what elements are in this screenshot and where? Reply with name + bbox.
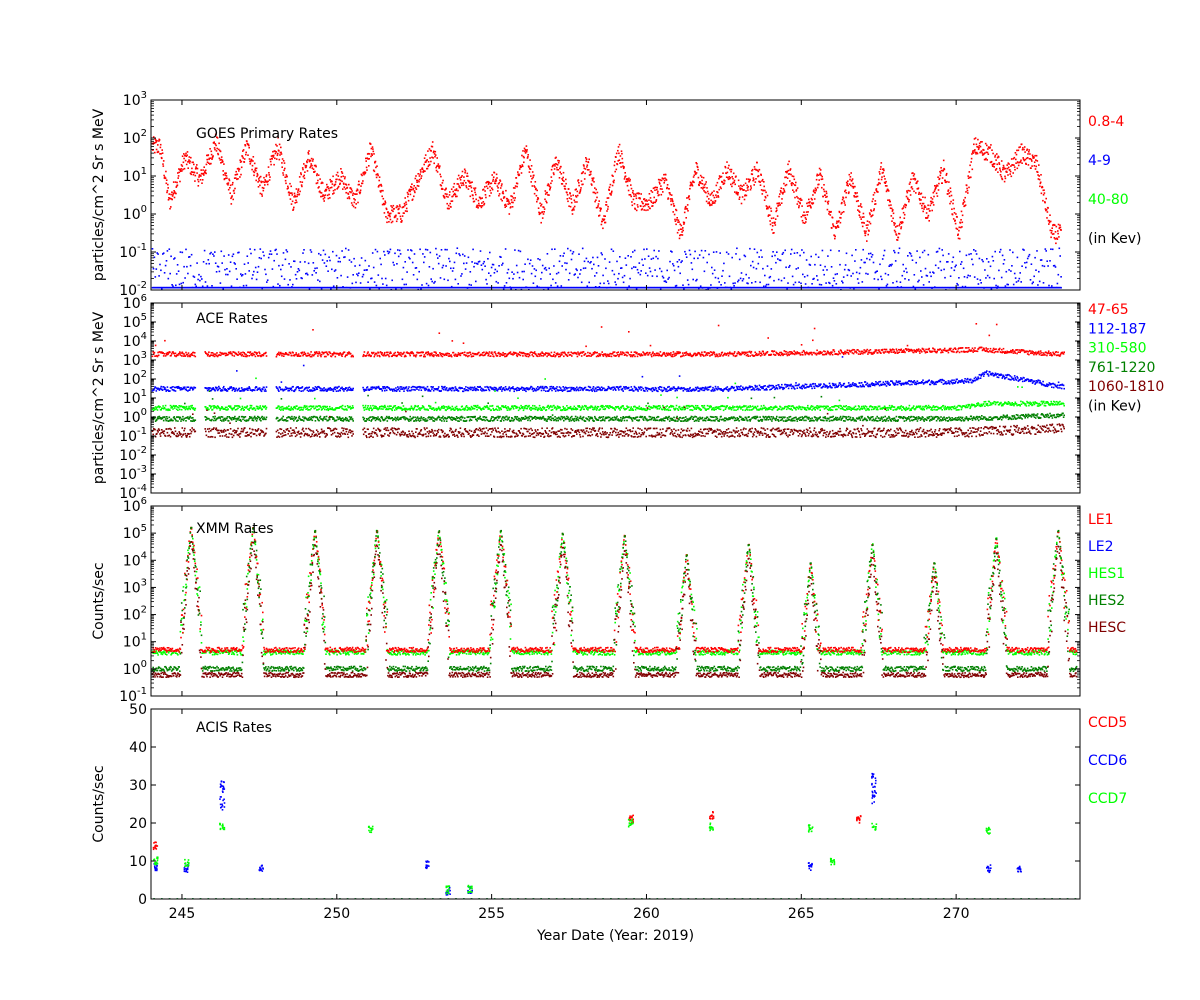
xmm-ytick-label-7: 106 bbox=[123, 496, 147, 515]
goes-ytick-label-2: 100 bbox=[123, 204, 147, 223]
acis-plot-frame bbox=[150, 708, 1081, 900]
xmm-ytick-label-3: 102 bbox=[123, 605, 147, 624]
ace-plot-frame bbox=[150, 302, 1081, 494]
x-tick-label-1: 250 bbox=[323, 906, 350, 922]
xmm-legend-item-0: LE1 bbox=[1088, 512, 1114, 528]
x-tick-label-2: 255 bbox=[478, 906, 505, 922]
ace-ytick-label-9: 105 bbox=[123, 312, 147, 331]
xmm-legend-item-3: HES2 bbox=[1088, 593, 1125, 609]
acis-ytick-label-5: 50 bbox=[129, 702, 147, 718]
ace-ytick-label-5: 101 bbox=[123, 388, 147, 407]
ace-y-axis-label: particles/cm^2 Sr s MeV bbox=[91, 311, 107, 484]
goes-ytick-label-4: 102 bbox=[123, 128, 147, 147]
xmm-ytick-label-6: 105 bbox=[123, 523, 147, 542]
acis-ytick-label-2: 20 bbox=[129, 816, 147, 832]
ace-legend-item-4: 1060-1810 bbox=[1088, 379, 1164, 395]
goes-legend-item-3: (in Kev) bbox=[1088, 231, 1142, 247]
ace-ytick-label-2: 10-2 bbox=[119, 445, 147, 464]
x-tick-label-3: 260 bbox=[633, 906, 660, 922]
xmm-ytick-label-1: 100 bbox=[123, 659, 147, 678]
xmm-plot-frame bbox=[150, 505, 1081, 697]
ace-legend-item-5: (in Kev) bbox=[1088, 399, 1142, 415]
x-tick-label-4: 265 bbox=[788, 906, 815, 922]
xmm-ytick-label-5: 104 bbox=[123, 550, 147, 569]
acis-ytick-label-4: 40 bbox=[129, 740, 147, 756]
ace-chart-title: ACE Rates bbox=[196, 311, 268, 327]
ace-ytick-label-1: 10-3 bbox=[119, 464, 147, 483]
ace-legend-item-2: 310-580 bbox=[1088, 341, 1147, 357]
goes-data-points bbox=[151, 133, 1062, 290]
acis-y-axis-label: Counts/sec bbox=[91, 765, 107, 842]
ace-ytick-label-4: 100 bbox=[123, 407, 147, 426]
ace-ytick-label-6: 102 bbox=[123, 369, 147, 388]
acis-ytick-label-1: 10 bbox=[129, 854, 147, 870]
goes-y-axis-label: particles/cm^2 Sr s MeV bbox=[91, 108, 107, 281]
acis-ytick-label-3: 30 bbox=[129, 778, 147, 794]
ace-data-points bbox=[151, 323, 1065, 439]
ace-legend-item-0: 47-65 bbox=[1088, 302, 1129, 318]
acis-ytick-label-0: 0 bbox=[138, 892, 147, 908]
goes-ytick-label-1: 10-1 bbox=[119, 242, 147, 261]
goes-ytick-label-5: 103 bbox=[123, 90, 147, 109]
x-axis-label: Year Date (Year: 2019) bbox=[536, 928, 694, 944]
xmm-y-axis-label: Counts/sec bbox=[91, 562, 107, 639]
xmm-legend-item-4: HESC bbox=[1088, 620, 1126, 636]
goes-legend-item-1: 4-9 bbox=[1088, 153, 1111, 169]
acis-legend-item-0: CCD5 bbox=[1088, 715, 1127, 731]
goes-legend-item-2: 40-80 bbox=[1088, 192, 1129, 208]
ace-legend-item-3: 761-1220 bbox=[1088, 360, 1155, 376]
xmm-legend-item-1: LE2 bbox=[1088, 539, 1114, 555]
ace-ytick-label-8: 104 bbox=[123, 331, 147, 350]
goes-ytick-label-3: 101 bbox=[123, 166, 147, 185]
panel-acis: 0 10 20 30 40 50 ACIS Rates Counts/sec CCD5 CCD6 C… bbox=[91, 702, 1127, 908]
ace-legend-item-1: 112-187 bbox=[1088, 321, 1147, 337]
x-tick-label-0: 245 bbox=[169, 906, 196, 922]
goes-chart-title: GOES Primary Rates bbox=[196, 126, 338, 142]
ace-ytick-label-7: 103 bbox=[123, 350, 147, 369]
acis-legend-item-1: CCD6 bbox=[1088, 753, 1127, 769]
xmm-data-points bbox=[151, 526, 1078, 679]
xmm-ytick-label-2: 101 bbox=[123, 632, 147, 651]
ace-ytick-label-10: 106 bbox=[123, 293, 147, 312]
goes-plot-frame bbox=[150, 99, 1081, 291]
goes-legend-item-0: 0.8-4 bbox=[1088, 114, 1124, 130]
x-tick-label-5: 270 bbox=[943, 906, 970, 922]
acis-chart-title: ACIS Rates bbox=[196, 720, 272, 736]
xmm-chart-title: XMM Rates bbox=[196, 521, 274, 537]
acis-legend-item-2: CCD7 bbox=[1088, 791, 1127, 807]
xmm-legend-item-2: HES1 bbox=[1088, 566, 1125, 582]
xmm-ytick-label-4: 103 bbox=[123, 577, 147, 596]
panel-ace: 10-410-310-210-1100101102103104105106ACE… bbox=[91, 293, 1164, 502]
ace-ytick-label-3: 10-1 bbox=[119, 426, 147, 445]
acis-data-points bbox=[152, 772, 1077, 899]
